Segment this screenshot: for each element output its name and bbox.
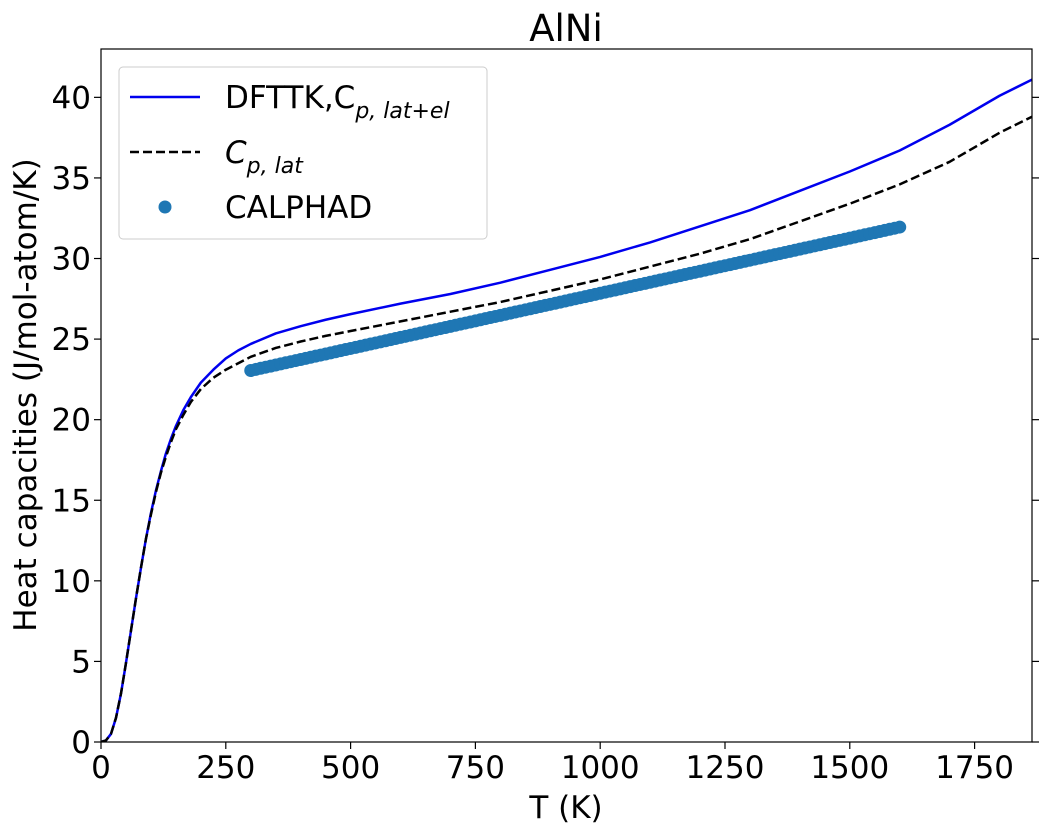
legend-dfttk-subscript: p, lat+el [354,99,449,124]
calphad-point [893,220,907,234]
x-tick-label: 750 [446,750,505,786]
x-tick-label: 500 [321,750,380,786]
y-tick-label: 10 [52,564,91,600]
legend-dfttk-name: DFTTK,C [225,80,355,116]
legend-cplat-label: Cp, lat [225,135,304,179]
y-tick-label: 35 [52,161,91,197]
y-tick-label: 40 [52,80,91,116]
x-tick-label: 0 [91,750,111,786]
legend-cplat-name: C [225,135,247,171]
y-axis: 0 5 10 15 20 25 30 35 40 [52,80,1039,761]
series-dfttk-line [101,78,1032,742]
legend-calphad-label: CALPHAD [225,190,372,226]
y-tick-label: 15 [52,483,91,519]
y-tick-label: 20 [52,403,91,439]
x-axis: 0 250 500 750 1000 1250 1500 1750 [91,742,1014,786]
x-tick-label: 1250 [686,750,765,786]
legend-calphad-marker [158,200,172,214]
y-tick-label: 5 [71,644,91,680]
x-tick-label: 1750 [935,750,1014,786]
legend-box [118,66,488,240]
x-tick-label: 250 [196,750,255,786]
plot-frame [100,48,1033,743]
chart-title: AlNi [529,7,603,50]
y-tick-label: 30 [52,242,91,278]
plot-area [101,78,1032,742]
y-axis-title: Heat capacities (J/mol-atom/K) [8,158,44,631]
series-cplat-line [101,115,1032,742]
series-calphad [244,220,907,378]
legend: DFTTK,Cp, lat+el Cp, lat CALPHAD [118,66,488,240]
x-tick-label: 1000 [561,750,640,786]
x-tick-label: 1500 [810,750,889,786]
legend-dfttk-label: DFTTK,Cp, lat+el [225,80,450,124]
x-axis-title: T (K) [528,790,602,826]
y-tick-label: 25 [52,322,91,358]
legend-cplat-subscript: p, lat [246,154,305,179]
y-tick-label: 0 [71,725,91,761]
